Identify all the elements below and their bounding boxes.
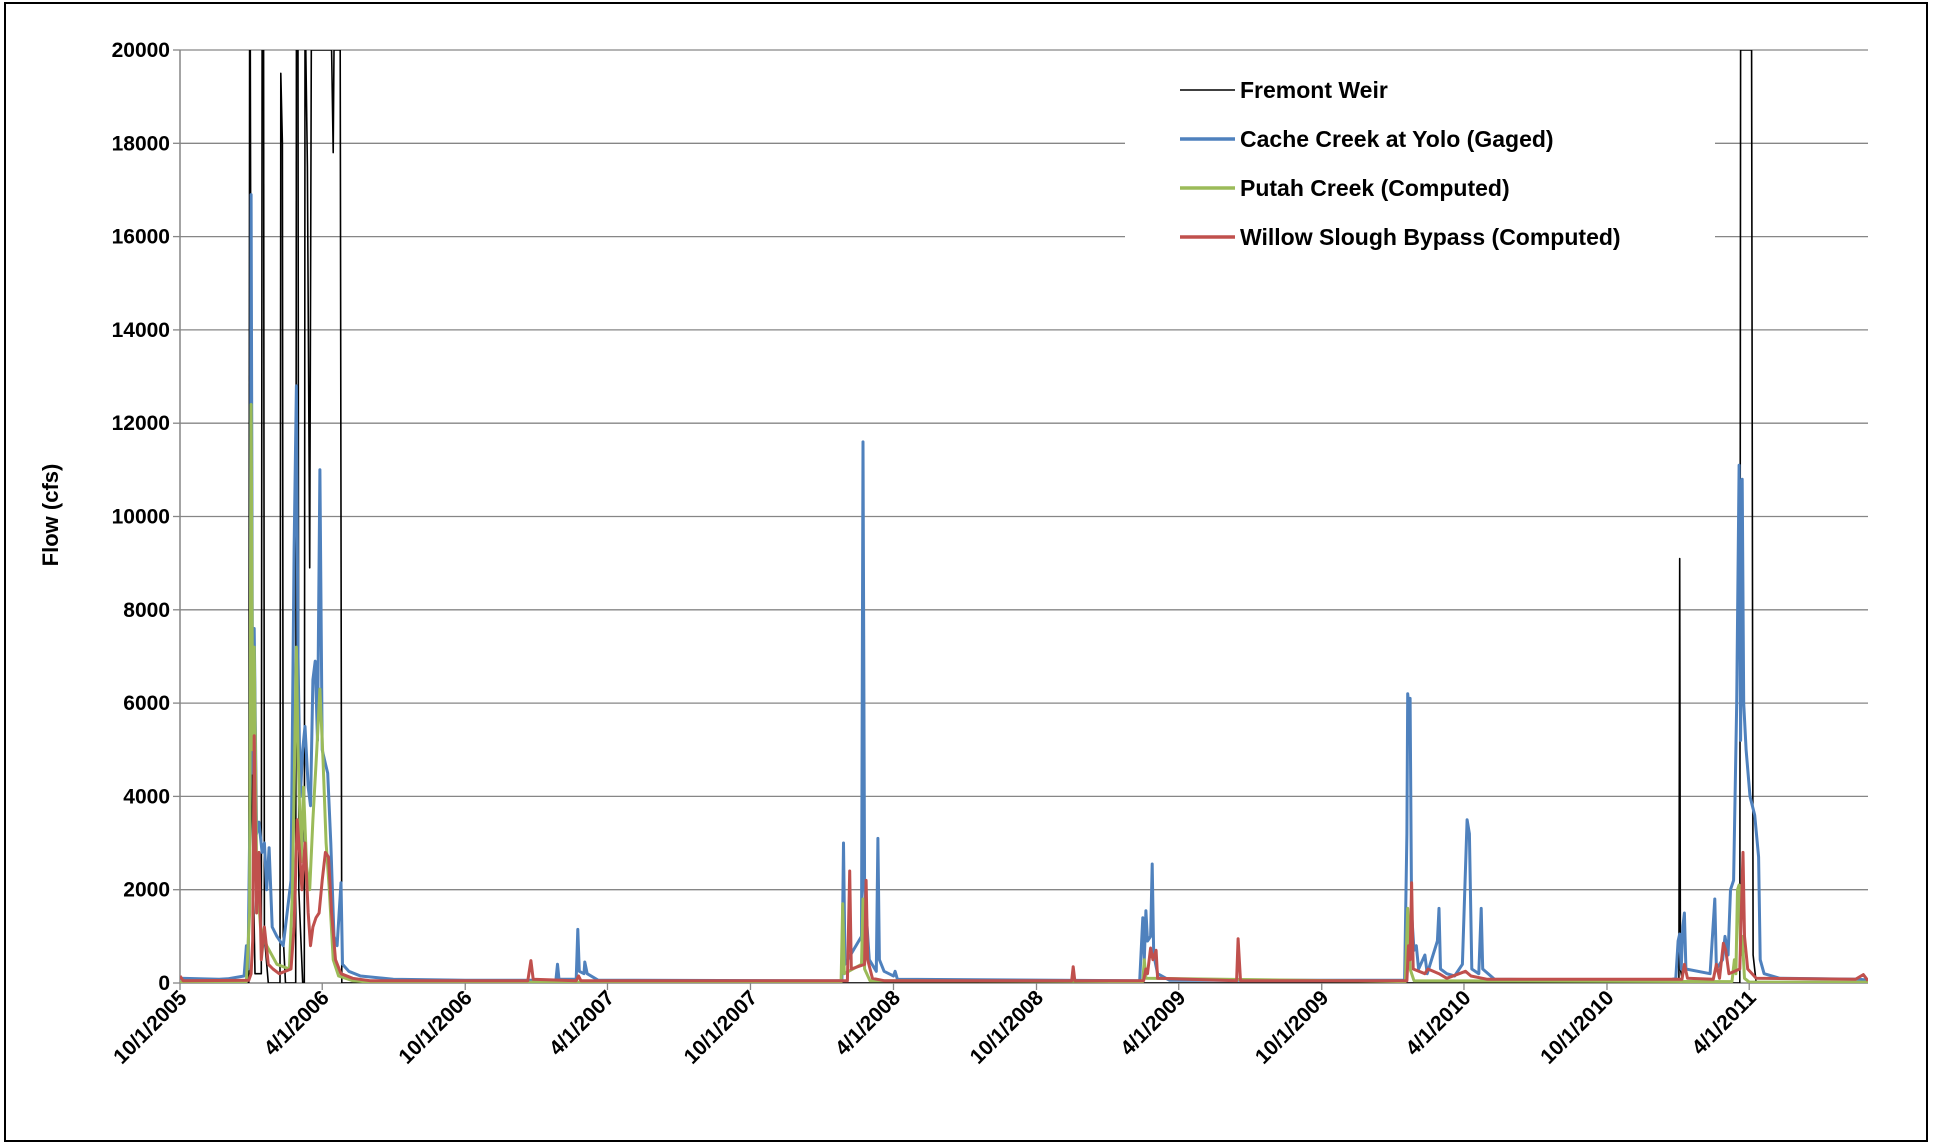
legend-label: Putah Creek (Computed) <box>1240 175 1510 201</box>
y-tick-label: 12000 <box>112 412 170 435</box>
y-tick-label: 10000 <box>112 506 170 529</box>
legend-label: Willow Slough Bypass (Computed) <box>1240 224 1621 250</box>
y-tick-label: 20000 <box>112 39 170 62</box>
y-tick-label: 2000 <box>123 879 170 902</box>
y-tick-label: 14000 <box>112 319 170 342</box>
legend-label: Cache Creek at Yolo (Gaged) <box>1240 126 1554 152</box>
y-tick-label: 0 <box>158 972 170 995</box>
legend-background <box>1125 62 1715 282</box>
series-layer <box>180 50 1868 983</box>
y-tick-label: 16000 <box>112 226 170 249</box>
y-tick-label: 8000 <box>123 599 170 622</box>
series-line-0 <box>180 50 1868 983</box>
series-line-3 <box>180 734 1868 983</box>
y-tick-label: 6000 <box>123 692 170 715</box>
y-axis-title: Flow (cfs) <box>38 464 63 567</box>
y-tick-label: 18000 <box>112 132 170 155</box>
y-tick-label: 4000 <box>123 785 170 808</box>
legend-label: Fremont Weir <box>1240 77 1388 103</box>
legend: Fremont Weir Cache Creek at Yolo (Gaged) P… <box>1125 62 1715 282</box>
y-tick-labels: 0 2000 4000 6000 8000 10000 12000 14000 16000 180… <box>112 39 170 995</box>
